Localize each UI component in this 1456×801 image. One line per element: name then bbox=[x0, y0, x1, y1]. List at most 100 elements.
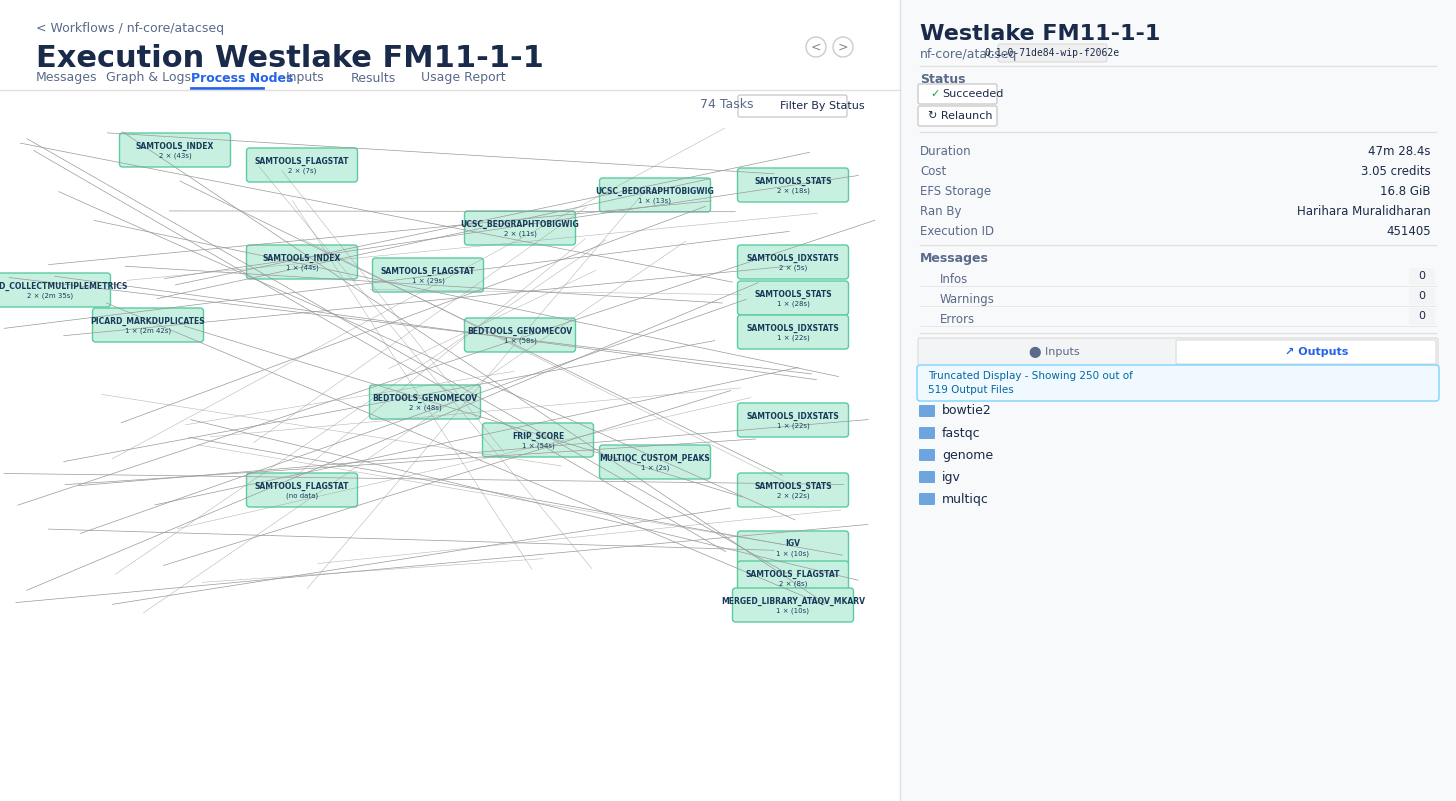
FancyBboxPatch shape bbox=[738, 531, 849, 565]
Text: SAMTOOLS_FLAGSTAT: SAMTOOLS_FLAGSTAT bbox=[255, 481, 349, 490]
FancyBboxPatch shape bbox=[919, 427, 935, 439]
FancyBboxPatch shape bbox=[997, 44, 1107, 62]
FancyBboxPatch shape bbox=[119, 133, 230, 167]
Circle shape bbox=[807, 37, 826, 57]
FancyBboxPatch shape bbox=[738, 245, 849, 279]
Text: IGV: IGV bbox=[785, 540, 801, 549]
FancyBboxPatch shape bbox=[1409, 308, 1436, 325]
Text: 1 × (10s): 1 × (10s) bbox=[776, 551, 810, 557]
Text: SAMTOOLS_IDXSTATS: SAMTOOLS_IDXSTATS bbox=[747, 324, 839, 332]
Text: Errors: Errors bbox=[941, 313, 976, 326]
FancyBboxPatch shape bbox=[0, 273, 111, 307]
Text: 47m 28.4s: 47m 28.4s bbox=[1369, 145, 1431, 158]
Circle shape bbox=[833, 37, 853, 57]
Text: genome: genome bbox=[942, 449, 993, 461]
Text: Execution Westlake FM11-1-1: Execution Westlake FM11-1-1 bbox=[36, 44, 545, 73]
FancyBboxPatch shape bbox=[738, 95, 847, 117]
Text: SAMTOOLS_STATS: SAMTOOLS_STATS bbox=[754, 176, 831, 186]
Text: SAMTOOLS_FLAGSTAT: SAMTOOLS_FLAGSTAT bbox=[745, 570, 840, 578]
Text: nf-core/atacseq: nf-core/atacseq bbox=[920, 48, 1018, 61]
Text: Harihara Muralidharan: Harihara Muralidharan bbox=[1297, 205, 1431, 218]
Text: igv: igv bbox=[942, 470, 961, 484]
FancyBboxPatch shape bbox=[600, 178, 711, 212]
Text: UCSC_BEDGRAPHTOBIGWIG: UCSC_BEDGRAPHTOBIGWIG bbox=[596, 187, 715, 195]
Text: Graph & Logs: Graph & Logs bbox=[106, 71, 191, 84]
Text: SAMTOOLS_STATS: SAMTOOLS_STATS bbox=[754, 481, 831, 490]
FancyBboxPatch shape bbox=[738, 168, 849, 202]
FancyBboxPatch shape bbox=[246, 473, 358, 507]
FancyBboxPatch shape bbox=[738, 403, 849, 437]
Text: Inputs: Inputs bbox=[285, 71, 325, 84]
Text: 1 × (29s): 1 × (29s) bbox=[412, 278, 444, 284]
Text: Filter By Status: Filter By Status bbox=[780, 101, 865, 111]
Text: BEDTOOLS_GENOMECOV: BEDTOOLS_GENOMECOV bbox=[373, 393, 478, 403]
Text: MULTIQC_CUSTOM_PEAKS: MULTIQC_CUSTOM_PEAKS bbox=[600, 453, 711, 462]
Text: Status: Status bbox=[920, 73, 965, 86]
Text: Results: Results bbox=[351, 71, 396, 84]
Text: Succeeded: Succeeded bbox=[942, 89, 1003, 99]
Text: fastqc: fastqc bbox=[942, 426, 981, 440]
Text: ⬤ Inputs: ⬤ Inputs bbox=[1029, 346, 1079, 357]
Text: 1 × (2s): 1 × (2s) bbox=[641, 465, 670, 471]
Text: SAMTOOLS_FLAGSTAT: SAMTOOLS_FLAGSTAT bbox=[381, 267, 475, 276]
Text: Cost: Cost bbox=[920, 165, 946, 178]
Text: 1 × (28s): 1 × (28s) bbox=[776, 300, 810, 308]
Text: 16.8 GiB: 16.8 GiB bbox=[1380, 185, 1431, 198]
Text: SAMTOOLS_INDEX: SAMTOOLS_INDEX bbox=[135, 142, 214, 151]
FancyBboxPatch shape bbox=[738, 315, 849, 349]
Text: 1 × (2m 42s): 1 × (2m 42s) bbox=[125, 328, 170, 334]
FancyBboxPatch shape bbox=[1176, 340, 1436, 364]
FancyBboxPatch shape bbox=[93, 308, 204, 342]
Text: 2 × (5s): 2 × (5s) bbox=[779, 265, 807, 272]
Text: 0: 0 bbox=[1418, 271, 1425, 281]
Text: < Workflows / nf-core/atacseq: < Workflows / nf-core/atacseq bbox=[36, 22, 224, 35]
FancyBboxPatch shape bbox=[370, 385, 480, 419]
Text: EFS Storage: EFS Storage bbox=[920, 185, 992, 198]
Text: 1 × (58s): 1 × (58s) bbox=[504, 338, 536, 344]
Text: FRIP_SCORE: FRIP_SCORE bbox=[513, 432, 563, 441]
FancyBboxPatch shape bbox=[919, 471, 935, 483]
FancyBboxPatch shape bbox=[246, 245, 358, 279]
FancyBboxPatch shape bbox=[917, 106, 997, 126]
Text: SAMTOOLS_INDEX: SAMTOOLS_INDEX bbox=[264, 253, 341, 263]
Text: PICARD_COLLECTMULTIPLEMETRICS: PICARD_COLLECTMULTIPLEMETRICS bbox=[0, 281, 127, 291]
Text: ↻ Relaunch: ↻ Relaunch bbox=[927, 111, 993, 121]
Text: Messages: Messages bbox=[36, 71, 98, 84]
Text: Infos: Infos bbox=[941, 273, 968, 286]
Text: 1 × (54s): 1 × (54s) bbox=[521, 443, 555, 449]
Text: 0: 0 bbox=[1418, 311, 1425, 321]
Text: 451405: 451405 bbox=[1386, 225, 1431, 238]
Text: Ran By: Ran By bbox=[920, 205, 961, 218]
Text: Messages: Messages bbox=[920, 252, 989, 265]
Text: SAMTOOLS_IDXSTATS: SAMTOOLS_IDXSTATS bbox=[747, 253, 839, 263]
Text: SAMTOOLS_STATS: SAMTOOLS_STATS bbox=[754, 289, 831, 299]
Text: 0.1.0-71de84-wip-f2062e: 0.1.0-71de84-wip-f2062e bbox=[984, 48, 1120, 58]
Text: UCSC_BEDGRAPHTOBIGWIG: UCSC_BEDGRAPHTOBIGWIG bbox=[460, 219, 579, 228]
Text: multiqc: multiqc bbox=[942, 493, 989, 505]
Text: 2 × (8s): 2 × (8s) bbox=[779, 581, 807, 587]
FancyBboxPatch shape bbox=[600, 445, 711, 479]
Text: Westlake FM11-1-1: Westlake FM11-1-1 bbox=[920, 24, 1160, 44]
Text: 2 × (22s): 2 × (22s) bbox=[776, 493, 810, 499]
Text: Usage Report: Usage Report bbox=[421, 71, 505, 84]
Text: ↗ Outputs: ↗ Outputs bbox=[1286, 347, 1348, 357]
Text: Duration: Duration bbox=[920, 145, 971, 158]
Text: PICARD_MARKDUPLICATES: PICARD_MARKDUPLICATES bbox=[90, 316, 205, 325]
Text: Execution ID: Execution ID bbox=[920, 225, 994, 238]
FancyBboxPatch shape bbox=[482, 423, 594, 457]
Text: SAMTOOLS_IDXSTATS: SAMTOOLS_IDXSTATS bbox=[747, 412, 839, 421]
FancyBboxPatch shape bbox=[1409, 288, 1436, 305]
Text: (no data): (no data) bbox=[285, 493, 317, 499]
Text: 2 × (18s): 2 × (18s) bbox=[776, 187, 810, 195]
FancyBboxPatch shape bbox=[919, 493, 935, 505]
Text: ✓: ✓ bbox=[930, 89, 939, 99]
Text: >: > bbox=[837, 41, 849, 54]
Text: 2 × (43s): 2 × (43s) bbox=[159, 153, 191, 159]
Text: 0: 0 bbox=[1418, 291, 1425, 301]
Text: MERGED_LIBRARY_ATAQV_MKARV: MERGED_LIBRARY_ATAQV_MKARV bbox=[721, 597, 865, 606]
Text: 74 Tasks: 74 Tasks bbox=[700, 99, 754, 111]
Text: Truncated Display - Showing 250 out of
519 Output Files: Truncated Display - Showing 250 out of 5… bbox=[927, 372, 1133, 395]
Text: Warnings: Warnings bbox=[941, 293, 994, 306]
Text: 1 × (22s): 1 × (22s) bbox=[776, 335, 810, 341]
Text: bowtie2: bowtie2 bbox=[942, 405, 992, 417]
